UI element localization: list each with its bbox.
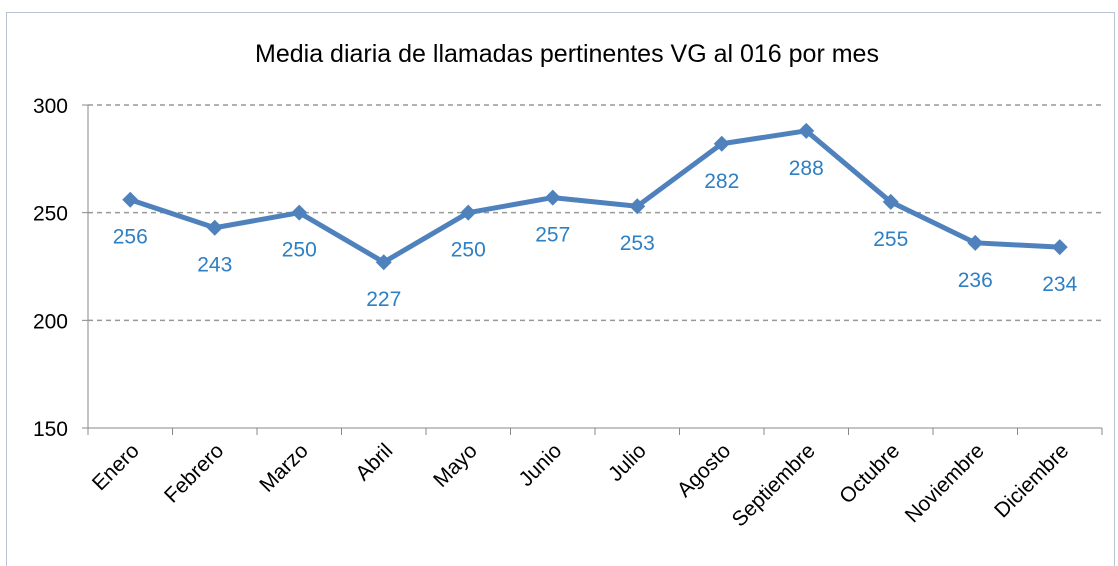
data-label: 250 — [282, 239, 317, 262]
y-tick-label: 150 — [33, 418, 68, 441]
y-tick-label: 200 — [33, 310, 68, 333]
data-label: 250 — [451, 239, 486, 262]
marker — [1051, 239, 1068, 256]
marker — [713, 135, 730, 152]
marker — [206, 219, 223, 236]
marker — [798, 122, 815, 139]
data-label: 227 — [366, 288, 401, 311]
marker — [629, 198, 646, 215]
marker — [882, 193, 899, 210]
y-tick-label: 300 — [33, 95, 68, 118]
marker — [291, 204, 308, 221]
data-label: 234 — [1042, 273, 1077, 296]
marker — [460, 204, 477, 221]
marker — [375, 254, 392, 271]
chart-title: Media diaria de llamadas pertinentes VG … — [255, 40, 879, 68]
marker — [967, 234, 984, 251]
y-tick-label: 250 — [33, 203, 68, 226]
data-label: 236 — [958, 269, 993, 292]
data-label: 288 — [789, 157, 824, 180]
data-label: 243 — [197, 254, 232, 277]
data-label: 257 — [535, 224, 570, 247]
line — [129, 128, 1060, 265]
data-label: 253 — [620, 232, 655, 255]
data-label: 256 — [113, 226, 148, 249]
marker — [544, 189, 561, 206]
data-label: 255 — [873, 228, 908, 251]
data-label: 282 — [704, 170, 739, 193]
marker — [122, 191, 139, 208]
